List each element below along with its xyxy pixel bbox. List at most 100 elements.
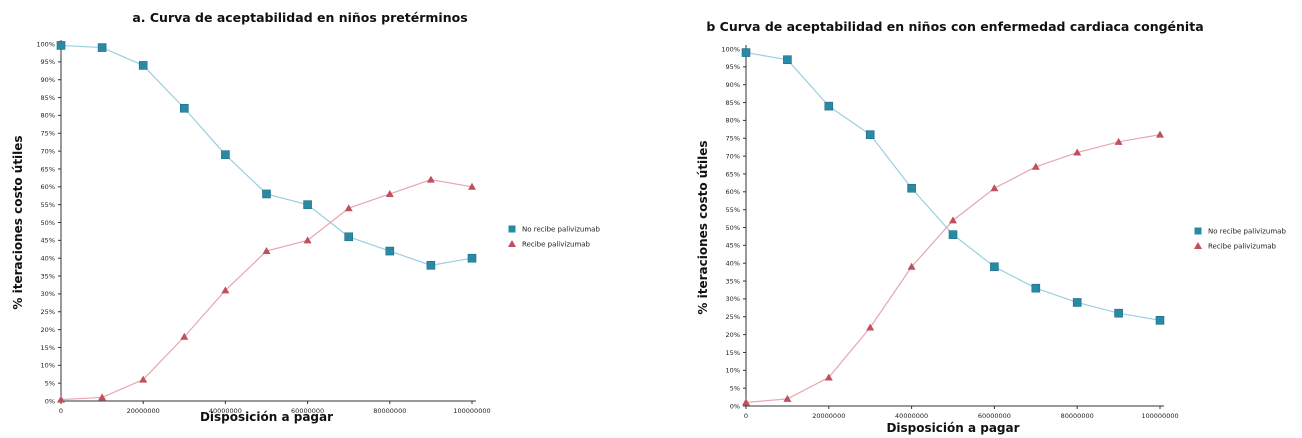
x-tick-label: 0 [59,407,63,415]
y-tick-label: 25% [726,313,740,321]
series-recibe [742,130,1164,406]
data-point [824,101,834,111]
data-point [1072,298,1082,307]
y-axis-label: % iteraciones costo útiles [696,140,710,314]
y-tick-label: 70% [726,152,740,160]
y-tick-label: 15% [726,349,740,357]
data-point [385,246,395,256]
series-no-recibe [741,48,1165,325]
series-line [745,134,1161,404]
y-tick-label: 95% [726,63,740,71]
data-point [907,262,916,270]
x-tick-label: 40000000 [895,412,928,420]
legend-square-icon [508,225,516,233]
data-point [303,200,312,209]
data-point [385,189,394,197]
x-axis-label: Disposición a pagar [200,410,333,424]
y-tick-label: 75% [726,135,740,143]
x-axis-label: Disposición a pagar [886,421,1019,435]
data-point [907,183,916,193]
chart-title: b Curva de aceptabilidad en niños con en… [706,19,1203,34]
chart-title: a. Curva de aceptabilidad en niños preté… [132,10,467,25]
data-point [139,375,148,383]
y-tick-label: 80% [41,112,55,120]
y-tick-label: 55% [41,201,55,209]
legend-entry: Recibe palivizumab [1208,243,1277,251]
y-tick-label: 100% [721,45,740,53]
legend: No recibe palivizumab Recibe palivizumab [1194,227,1286,251]
y-tick-label: 20% [41,326,55,334]
data-point [741,48,751,57]
data-point [783,55,792,65]
y-tick-label: 60% [41,183,55,191]
x-tick-label: 60000000 [978,412,1011,420]
y-tick-label: 25% [41,308,55,316]
series-recibe [57,175,476,403]
data-point [57,395,65,403]
series-line [60,44,473,266]
y-tick-label: 60% [726,188,740,196]
series-line [60,179,473,401]
y-tick-label: 35% [726,277,740,285]
y-tick-label: 50% [41,219,55,227]
legend-triangle-icon [508,240,516,247]
x-tick-label: 100000000 [453,407,490,415]
data-point [866,323,875,331]
chart-0: a. Curva de aceptabilidad en niños preté… [11,10,600,424]
data-point [783,394,792,402]
legend-entry: No recibe palivizumab [1208,228,1286,236]
y-tick-label: 55% [726,206,740,214]
y-tick-label: 5% [45,379,55,387]
data-point [1156,130,1164,138]
data-point [56,41,66,50]
data-point [1114,308,1123,318]
data-point [426,175,435,183]
y-tick-label: 40% [41,255,55,263]
y-tick-label: 45% [726,242,740,250]
data-point [467,253,477,263]
data-point [180,103,189,113]
x-tick-label: 60000000 [291,407,324,415]
chart-1: b Curva de aceptabilidad en niños con en… [696,19,1286,435]
series-line [745,51,1161,321]
x-tick-label: 80000000 [373,407,406,415]
x-tick-label: 40000000 [209,407,242,415]
y-tick-label: 70% [41,147,55,155]
legend-triangle-icon [1194,242,1202,249]
data-point [1031,283,1041,293]
data-point [1031,162,1040,170]
y-tick-label: 10% [41,362,55,370]
x-tick-label: 20000000 [812,412,845,420]
y-tick-label: 80% [726,117,740,125]
legend-square-icon [1194,227,1202,235]
y-tick-label: 10% [726,367,740,375]
data-point [97,43,107,52]
data-point [138,61,148,70]
y-tick-label: 40% [726,260,740,268]
y-tick-label: 0% [45,397,55,405]
y-tick-label: 85% [726,99,740,107]
y-tick-label: 65% [726,170,740,178]
data-point [303,236,312,244]
data-point [990,184,999,192]
data-point [742,398,750,406]
data-point [344,204,353,212]
data-point [1114,137,1123,145]
y-tick-label: 30% [726,295,740,303]
y-tick-label: 30% [41,290,55,298]
data-point [221,150,230,159]
y-tick-label: 75% [41,130,55,138]
data-point [98,393,107,401]
data-point [865,130,875,139]
y-tick-label: 5% [730,384,740,392]
data-point [1155,316,1165,325]
data-point [262,247,271,255]
y-tick-label: 35% [41,272,55,280]
data-point [221,286,230,294]
legend-entry: Recibe palivizumab [522,241,591,249]
data-point [180,332,189,340]
y-tick-label: 90% [726,81,740,89]
x-tick-label: 100000000 [1141,412,1178,420]
y-tick-label: 85% [41,94,55,102]
